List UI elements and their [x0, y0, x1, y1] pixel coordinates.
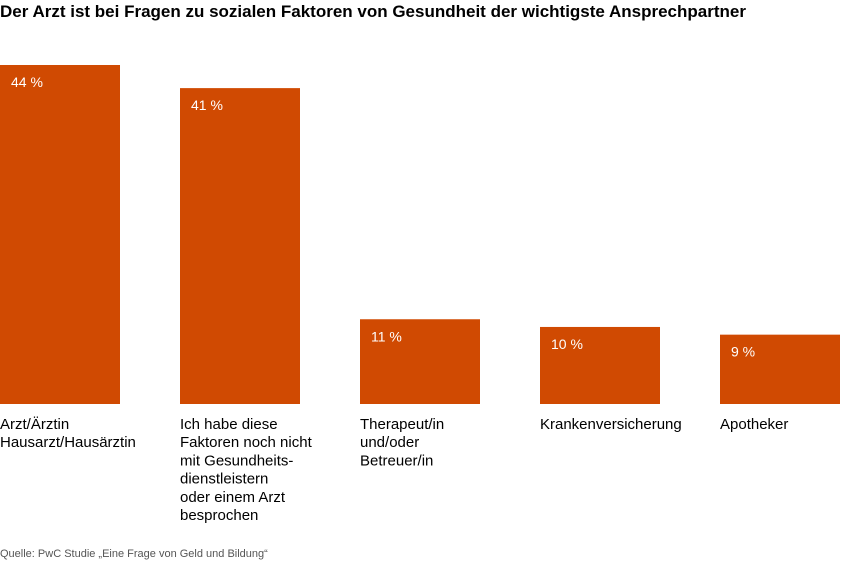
category-label-0: Arzt/Ärztin Hausarzt/Hausärztin [0, 416, 136, 451]
bars-group: 44 % 41 % 11 % 10 % 9 % [0, 65, 840, 404]
value-label-3: 10 % [551, 336, 583, 352]
source-note: Quelle: PwC Studie „Eine Frage von Geld … [0, 548, 268, 560]
chart-title: Der Arzt ist bei Fragen zu sozialen Fakt… [0, 2, 746, 21]
category-label-line: Hausarzt/Hausärztin [0, 434, 136, 451]
bar-2 [360, 319, 480, 404]
bar-4 [720, 334, 840, 404]
category-label-line: Betreuer/in [360, 452, 433, 469]
category-label-line: Krankenversicherung [540, 416, 682, 433]
value-label-0: 44 % [11, 74, 43, 90]
category-label-3: Krankenversicherung [540, 416, 682, 433]
category-label-line: Therapeut/in [360, 416, 444, 433]
bar-0 [0, 65, 120, 404]
category-label-line: dienstleistern [180, 471, 268, 488]
category-label-line: besprochen [180, 507, 258, 524]
category-label-4: Apotheker [720, 416, 788, 433]
category-labels-group: Arzt/Ärztin Hausarzt/Hausärztin Ich habe d… [0, 416, 788, 524]
value-label-2: 11 % [371, 328, 402, 344]
bar-3 [540, 326, 660, 404]
bar-1 [180, 88, 300, 404]
category-label-line: Faktoren noch nicht [180, 434, 313, 451]
value-label-1: 41 % [191, 97, 223, 113]
category-label-line: oder einem Arzt [180, 489, 286, 506]
category-label-line: Ich habe diese [180, 416, 278, 433]
category-label-line: und/oder [360, 434, 419, 451]
category-label-line: mit Gesundheits- [180, 452, 293, 469]
value-label-4: 9 % [731, 344, 755, 360]
category-label-line: Arzt/Ärztin [0, 416, 69, 433]
category-label-line: Apotheker [720, 416, 788, 433]
category-label-2: Therapeut/in und/oder Betreuer/in [360, 416, 444, 469]
category-label-1: Ich habe diese Faktoren noch nicht mit Ges… [180, 416, 313, 524]
